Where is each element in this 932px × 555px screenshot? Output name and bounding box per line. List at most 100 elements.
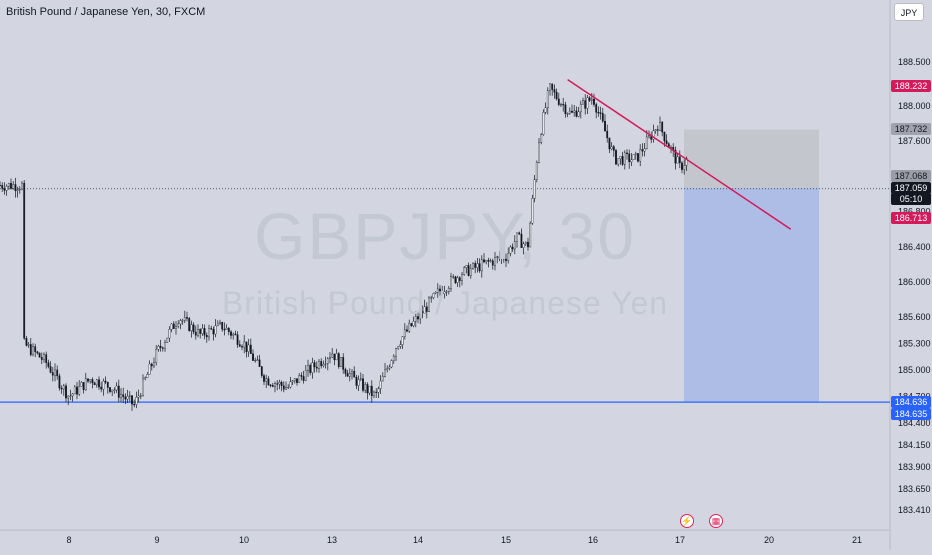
candle-body (401, 336, 404, 345)
candle-body (654, 129, 657, 132)
candle-body (619, 156, 622, 159)
candle-body (370, 385, 373, 396)
y-tick-label: 183.900 (898, 462, 931, 472)
candle-body (161, 347, 164, 349)
candle-body (447, 288, 450, 292)
candle-body (390, 360, 393, 368)
candle-body (298, 375, 301, 383)
candle-body (54, 369, 56, 376)
trend-price-tag: 186.713 (891, 212, 931, 224)
candle-body (507, 253, 510, 261)
entry-price-tag: 187.068 (891, 170, 931, 182)
candle-body (271, 385, 274, 387)
y-tick-label: 187.600 (898, 136, 931, 146)
candle-body (403, 329, 406, 337)
candle-body (428, 297, 430, 312)
candle-body (197, 329, 199, 336)
candle-body (377, 388, 380, 393)
candle-body (32, 346, 34, 355)
candle-body (359, 378, 362, 380)
candle-body (260, 366, 263, 376)
lightning-icon[interactable]: ⚡ (680, 514, 694, 528)
candle-body (474, 263, 477, 268)
candle-body (3, 188, 6, 191)
candle-body (590, 98, 593, 101)
candle-body (214, 325, 217, 335)
current-price-tag: 187.059 (891, 182, 931, 194)
candle-body (621, 156, 624, 165)
candle-body (236, 334, 239, 345)
candle-body (238, 344, 241, 347)
candle-body (183, 317, 186, 321)
candle-body (509, 246, 512, 254)
candle-body (379, 380, 382, 389)
candle-body (82, 382, 85, 390)
candle-body (100, 386, 103, 390)
candle-body (249, 344, 252, 354)
currency-button[interactable]: JPY (894, 3, 924, 21)
candle-body (315, 366, 318, 369)
candle-body (344, 369, 347, 374)
candle-body (276, 383, 279, 385)
candle-body (520, 233, 523, 248)
candle-body (524, 241, 527, 245)
candle-body (357, 379, 360, 386)
candle-body (186, 317, 188, 319)
candle-body (584, 100, 587, 109)
candle-body (544, 107, 547, 113)
candle-body (201, 328, 204, 334)
candle-body (546, 90, 549, 108)
candle-body (564, 104, 567, 114)
candle-body (265, 378, 268, 382)
candle-body (355, 376, 358, 386)
candle-body (652, 130, 655, 140)
candle-body (309, 365, 312, 373)
candle-body (73, 386, 76, 395)
candle-body (608, 137, 611, 150)
candle-body (518, 232, 521, 235)
candle-body (210, 328, 213, 330)
x-tick-label: 14 (413, 535, 423, 545)
candle-body (612, 146, 615, 151)
candle-body (291, 380, 294, 383)
candle-body (289, 381, 292, 388)
candle-body (219, 321, 221, 324)
candle-body (91, 379, 94, 384)
support-price-tag-top: 184.636 (891, 396, 931, 408)
candle-body (150, 363, 153, 367)
candle-body (113, 389, 116, 391)
candle-body (461, 274, 463, 281)
candle-body (491, 260, 494, 266)
candle-body (412, 320, 415, 327)
candle-body (476, 263, 479, 268)
candle-body (179, 320, 182, 325)
candle-body (533, 179, 536, 199)
candle-body (1, 185, 4, 189)
candle-body (397, 346, 400, 349)
candle-body (406, 329, 408, 332)
candle-body (542, 112, 545, 135)
candle-body (478, 263, 481, 272)
watermark-symbol: GBPJPY, 30 (253, 199, 636, 273)
candle-body (630, 159, 633, 163)
candle-body (320, 361, 323, 367)
candle-body (661, 121, 664, 133)
candle-body (434, 291, 437, 294)
candle-body (683, 165, 686, 170)
countdown-tag: 05:10 (891, 193, 931, 205)
economic-calendar-icon[interactable]: ▦ (709, 514, 723, 528)
candle-body (511, 246, 514, 250)
candle-body (80, 382, 83, 387)
y-tick-label: 183.410 (898, 505, 931, 515)
candle-body (324, 363, 327, 365)
candle-body (49, 366, 52, 373)
candle-body (463, 267, 466, 276)
candle-body (137, 395, 140, 398)
candle-body (678, 156, 681, 164)
candle-body (293, 378, 296, 381)
candle-body (287, 386, 290, 389)
candle-body (166, 337, 169, 343)
candle-body (443, 291, 446, 295)
